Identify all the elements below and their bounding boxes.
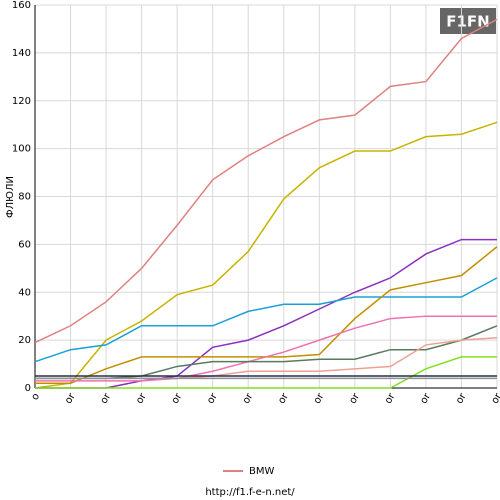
x-tick-label: or bbox=[63, 391, 78, 406]
y-tick-label: 80 bbox=[18, 192, 31, 203]
x-tick-label: or bbox=[205, 391, 220, 406]
x-tick-label: or bbox=[170, 391, 185, 406]
y-tick-label: 20 bbox=[18, 335, 31, 346]
legend-label: BMW bbox=[249, 466, 274, 477]
y-tick-label: 120 bbox=[12, 96, 31, 107]
x-tick-label: or bbox=[99, 391, 114, 406]
x-tick-label: or bbox=[383, 391, 398, 406]
series-line bbox=[35, 238, 497, 389]
logo-box bbox=[440, 8, 496, 34]
series-line bbox=[35, 356, 497, 389]
x-tick-label: or bbox=[241, 391, 256, 406]
series-line bbox=[35, 246, 498, 384]
x-tick-label: or bbox=[134, 391, 149, 406]
y-tick-label: 140 bbox=[12, 48, 31, 59]
series-line bbox=[34, 277, 498, 363]
x-tick-label: or bbox=[347, 391, 362, 406]
x-tick-label: or bbox=[454, 391, 469, 406]
x-tick-label: or bbox=[418, 391, 433, 406]
x-tick-label: o bbox=[30, 392, 43, 403]
x-tick-label: or bbox=[276, 391, 291, 406]
series-line bbox=[34, 18, 498, 344]
series-line bbox=[35, 315, 497, 382]
footer: http://f1.f-e-n.net/ bbox=[205, 487, 295, 498]
x-tick-label: or bbox=[312, 391, 327, 406]
series-line bbox=[34, 121, 498, 389]
y-axis-label: ФЛЮЛИ bbox=[5, 176, 16, 218]
y-tick-label: 60 bbox=[18, 239, 31, 250]
y-tick-label: 0 bbox=[25, 383, 31, 394]
series-line bbox=[35, 336, 498, 380]
logo-text: F1FN bbox=[446, 13, 489, 31]
y-tick-label: 100 bbox=[12, 144, 31, 155]
x-tick-label: or bbox=[490, 391, 500, 406]
logo: F1FN bbox=[440, 8, 496, 34]
y-tick-label: 40 bbox=[18, 287, 31, 298]
y-tick-label: 160 bbox=[12, 0, 31, 11]
